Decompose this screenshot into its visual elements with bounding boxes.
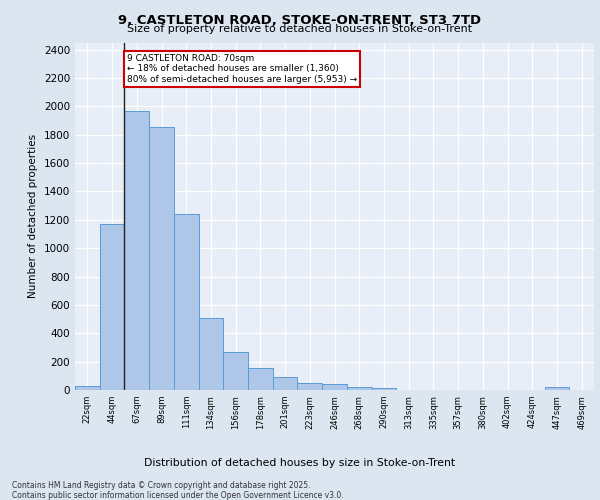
Text: Distribution of detached houses by size in Stoke-on-Trent: Distribution of detached houses by size … [145, 458, 455, 468]
Bar [100, 224, 124, 390]
Text: Size of property relative to detached houses in Stoke-on-Trent: Size of property relative to detached ho… [127, 24, 473, 34]
Bar [347, 387, 371, 390]
Bar [322, 384, 347, 390]
Text: Contains public sector information licensed under the Open Government Licence v3: Contains public sector information licen… [12, 491, 344, 500]
Bar [273, 377, 298, 390]
Bar [124, 110, 149, 390]
Bar [174, 214, 199, 390]
Bar [248, 368, 273, 390]
Y-axis label: Number of detached properties: Number of detached properties [28, 134, 38, 298]
Text: 9, CASTLETON ROAD, STOKE-ON-TRENT, ST3 7TD: 9, CASTLETON ROAD, STOKE-ON-TRENT, ST3 7… [118, 14, 482, 27]
Bar [298, 383, 322, 390]
Bar [223, 352, 248, 390]
Bar [199, 318, 223, 390]
Bar [75, 386, 100, 390]
Text: Contains HM Land Registry data © Crown copyright and database right 2025.: Contains HM Land Registry data © Crown c… [12, 481, 311, 490]
Bar [149, 127, 174, 390]
Text: 9 CASTLETON ROAD: 70sqm
← 18% of detached houses are smaller (1,360)
80% of semi: 9 CASTLETON ROAD: 70sqm ← 18% of detache… [127, 54, 357, 84]
Bar [371, 388, 396, 390]
Bar [545, 387, 569, 390]
